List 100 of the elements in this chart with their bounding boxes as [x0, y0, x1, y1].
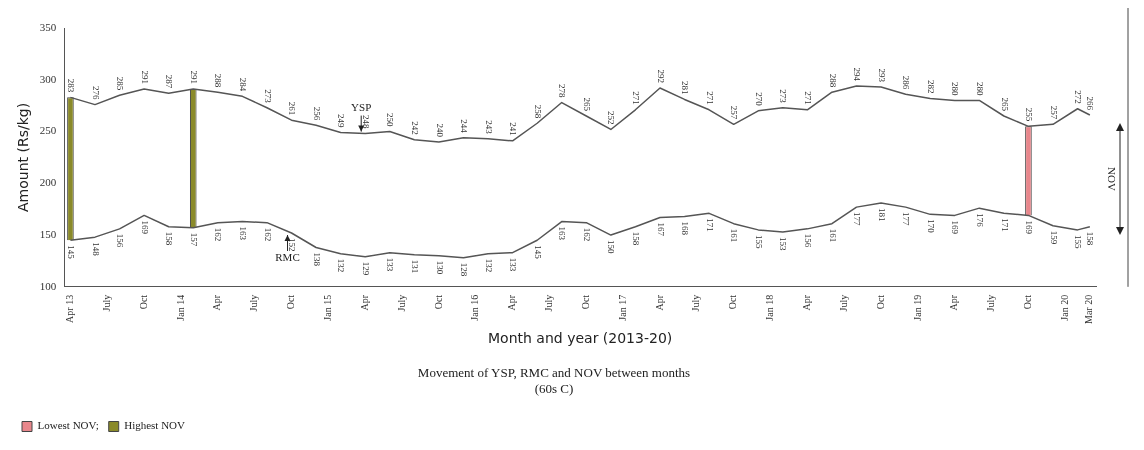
x-tick-label: Oct	[1022, 294, 1034, 310]
data-label: 271	[704, 91, 715, 105]
data-label: 261	[287, 101, 298, 116]
x-tick-label: July	[543, 294, 555, 312]
data-label: 131	[409, 259, 420, 274]
data-label: 133	[508, 257, 519, 272]
data-label: 148	[90, 242, 101, 257]
data-label: 265	[999, 97, 1010, 112]
y-tick-label: 100	[39, 279, 57, 292]
x-tick-label: Apr 13	[64, 294, 76, 323]
x-tick-label: Jan 20	[1058, 294, 1070, 321]
series-label: YSP	[351, 101, 372, 113]
x-tick-label: Apr	[653, 294, 665, 311]
x-tick-label: Apr	[800, 294, 812, 311]
data-label: 291	[188, 70, 199, 85]
data-label: 161	[827, 228, 838, 243]
data-label: 248	[360, 115, 371, 130]
x-tick-label: July	[100, 294, 112, 312]
data-label: 171	[999, 218, 1010, 232]
x-tick-label: July	[248, 294, 260, 312]
x-tick-label: July	[395, 294, 407, 312]
y-tick-label: 200	[39, 176, 57, 189]
data-label: 129	[360, 261, 371, 276]
data-label: 287	[164, 74, 175, 89]
x-tick-label: Oct	[432, 294, 444, 310]
data-label: 133	[385, 257, 396, 272]
data-label: 158	[631, 231, 642, 246]
data-label: 280	[950, 81, 961, 96]
text: NOV	[1106, 164, 1118, 193]
data-label: 276	[90, 86, 101, 101]
data-label: 128	[459, 262, 470, 277]
data-label: 138	[311, 252, 322, 267]
data-label: 162	[262, 227, 273, 242]
data-label: 273	[262, 89, 273, 104]
data-label: 153	[778, 236, 789, 251]
data-label: 284	[238, 77, 249, 92]
x-tick-label: Mar 20	[1083, 294, 1095, 325]
data-label: 272	[1073, 90, 1084, 104]
data-label: 130	[434, 260, 445, 275]
data-label: 158	[1085, 231, 1096, 246]
data-label: 162	[581, 227, 592, 242]
y-tick-label: 350	[39, 20, 57, 33]
x-tick-label: Apr	[358, 294, 370, 311]
data-label: 163	[238, 226, 249, 241]
data-label: 242	[409, 121, 420, 135]
data-label: 270	[753, 92, 764, 107]
data-label: 169	[1024, 220, 1035, 235]
data-label: 250	[385, 113, 396, 128]
x-tick-label: Oct	[285, 294, 297, 310]
x-tick-label: July	[837, 294, 849, 312]
data-label: 168	[680, 221, 691, 236]
x-tick-label: Apr	[948, 294, 960, 311]
data-label: 177	[852, 212, 863, 227]
data-label: 150	[606, 240, 617, 255]
data-label: 285	[115, 76, 126, 91]
data-label: 162	[213, 227, 224, 242]
data-label: 292	[655, 69, 666, 84]
data-label: 273	[778, 89, 789, 104]
data-label: 170	[925, 219, 936, 234]
data-label: 271	[631, 91, 642, 105]
data-label: 249	[336, 114, 347, 129]
data-label: 155	[753, 234, 764, 249]
data-label: 258	[532, 104, 543, 119]
text: (60s C)	[534, 380, 574, 396]
data-label: 256	[311, 106, 322, 121]
data-label: 288	[827, 73, 838, 88]
data-label: 163	[557, 226, 568, 241]
data-label: 171	[704, 218, 715, 232]
y-tick-label: 250	[39, 124, 57, 137]
data-label: 271	[803, 91, 814, 105]
data-label: 167	[655, 222, 666, 237]
data-label: 282	[925, 79, 936, 94]
series-label: RMC	[275, 251, 300, 264]
data-label: 266	[1085, 96, 1096, 111]
data-label: 283	[66, 78, 77, 93]
x-tick-label: July	[985, 294, 997, 312]
x-tick-label: Jan 15	[321, 294, 333, 321]
data-label: 243	[483, 120, 494, 135]
data-label: 288	[213, 73, 224, 88]
data-label: 177	[901, 212, 912, 227]
x-tick-label: Jan 18	[764, 294, 776, 321]
data-label: 169	[139, 220, 150, 235]
data-label: 169	[950, 220, 961, 235]
data-label: 280	[974, 81, 985, 96]
data-label: 156	[115, 233, 126, 248]
x-tick-label: Apr	[211, 294, 223, 311]
data-label: 181	[876, 207, 887, 222]
data-label: 286	[901, 75, 912, 90]
x-tick-label: Jan 16	[469, 294, 481, 321]
legend-label: Lowest NOV;	[37, 419, 99, 432]
y-tick-label: 150	[39, 227, 57, 240]
data-label: 255	[1024, 107, 1035, 122]
x-axis-title: Month and year (2013-20)	[488, 330, 673, 347]
data-label: 252	[606, 110, 617, 125]
data-label: 257	[729, 105, 740, 120]
data-label: 161	[729, 228, 740, 243]
data-label: 132	[336, 258, 347, 273]
data-label: 176	[974, 213, 985, 228]
data-label: 240	[434, 123, 445, 138]
data-label: 158	[164, 231, 175, 246]
